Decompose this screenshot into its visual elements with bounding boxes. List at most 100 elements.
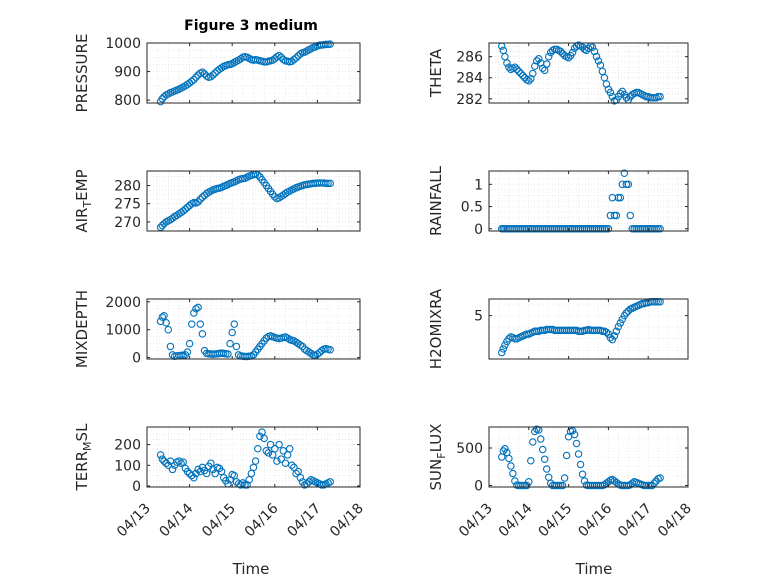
x-tick-label: 04/14 xyxy=(496,500,536,540)
data-point xyxy=(523,481,531,490)
data-point xyxy=(190,473,198,482)
data-point xyxy=(217,64,226,72)
xlabel-left: Time xyxy=(232,560,270,578)
data-point xyxy=(275,51,283,60)
data-point xyxy=(626,211,635,220)
data-point xyxy=(505,454,513,463)
data-point xyxy=(554,481,563,490)
subplot-terr-msl: 0 100 200 04/13 04/14 04/15 04/16 04/17 04/18 TER… xyxy=(73,423,367,540)
grid-lines xyxy=(488,427,689,487)
data-point xyxy=(160,311,168,320)
data-point xyxy=(568,426,577,435)
y-axis-label: PRESSURE xyxy=(73,34,91,113)
data-point xyxy=(326,40,334,48)
data-point xyxy=(529,438,537,446)
data-point xyxy=(296,341,305,349)
data-point xyxy=(183,203,192,212)
axes-box xyxy=(488,426,689,488)
y-axis-label: TERRMSL xyxy=(73,423,94,492)
data-point xyxy=(612,327,621,336)
y-tick-label: 500 xyxy=(456,441,483,457)
data-point xyxy=(501,341,509,349)
data-point xyxy=(509,469,517,478)
data-point xyxy=(211,69,219,77)
y-tick-label: 280 xyxy=(114,179,141,195)
data-point xyxy=(578,470,587,478)
data-point xyxy=(288,461,296,470)
y-tick-label: 2000 xyxy=(105,295,141,311)
data-point xyxy=(194,303,202,312)
data-point xyxy=(540,455,549,463)
data-point xyxy=(239,479,247,487)
y-axis-label: MIXDEPTH xyxy=(73,290,91,368)
data-point xyxy=(616,319,625,327)
data-point xyxy=(542,465,551,473)
grid-lines xyxy=(488,171,689,231)
data-point xyxy=(273,457,281,465)
data-point xyxy=(570,430,579,439)
subplot-theta: 282 284 286 THETA xyxy=(427,41,689,108)
y-tick-label: 0.5 xyxy=(461,200,483,216)
data-point xyxy=(168,465,177,474)
data-point xyxy=(568,48,577,57)
grid-lines xyxy=(488,299,689,359)
data-point xyxy=(207,72,215,81)
data-point xyxy=(324,179,332,188)
grid-lines xyxy=(146,42,361,103)
data-point xyxy=(232,342,241,351)
data-point xyxy=(283,334,292,342)
data-point xyxy=(544,52,553,61)
data-point xyxy=(606,334,615,342)
x-tick-label: 04/16 xyxy=(242,500,282,540)
data-point xyxy=(527,456,535,465)
y-tick-label: 0 xyxy=(474,222,483,238)
data-point xyxy=(538,445,547,454)
data-point xyxy=(179,207,187,215)
series-markers xyxy=(156,170,334,232)
data-point xyxy=(598,327,607,336)
series-markers xyxy=(156,303,334,361)
data-point xyxy=(517,69,525,78)
axes-box xyxy=(146,426,361,488)
data-point xyxy=(616,193,625,202)
data-point xyxy=(622,180,631,189)
y-tick-label: 800 xyxy=(114,93,141,109)
data-point xyxy=(326,346,334,354)
data-point xyxy=(622,93,631,102)
y-tick-label: 900 xyxy=(114,65,141,81)
x-tick-label: 04/18 xyxy=(327,501,367,541)
data-point xyxy=(602,225,611,233)
axes-box xyxy=(146,298,361,360)
x-tick-label: 04/13 xyxy=(456,501,496,541)
axes-box xyxy=(488,298,689,360)
data-point xyxy=(580,477,589,485)
subplot-air-temp: 270 275 280 AIRTEMP xyxy=(73,169,361,233)
data-point xyxy=(209,71,217,79)
figure-title: Figure 3 medium xyxy=(184,18,318,34)
data-point xyxy=(187,77,196,86)
data-point xyxy=(608,335,617,344)
subplot-rainfall: 0 0.5 1 RAINFALL xyxy=(427,165,689,238)
series-markers xyxy=(497,169,664,233)
series-markers xyxy=(497,425,664,490)
data-point xyxy=(198,68,207,76)
data-point xyxy=(224,350,232,358)
y-axis-label: SUNFLUX xyxy=(427,424,448,491)
data-point xyxy=(624,180,633,189)
y-tick-label: 275 xyxy=(114,197,141,213)
data-point xyxy=(521,481,529,490)
x-tick-label: 04/13 xyxy=(114,501,154,541)
subplot-sun-flux: 0 500 04/13 04/14 04/15 04/16 04/17 04/18 SUNFLU… xyxy=(427,424,695,541)
data-point xyxy=(646,481,654,490)
data-point xyxy=(536,435,545,443)
data-point xyxy=(187,320,196,328)
data-point xyxy=(290,55,298,64)
data-point xyxy=(271,444,279,453)
data-point xyxy=(610,211,619,220)
data-point xyxy=(519,481,527,490)
data-point xyxy=(281,459,290,467)
data-point xyxy=(501,444,509,453)
y-tick-label: 1000 xyxy=(105,323,141,339)
data-point xyxy=(164,325,173,334)
